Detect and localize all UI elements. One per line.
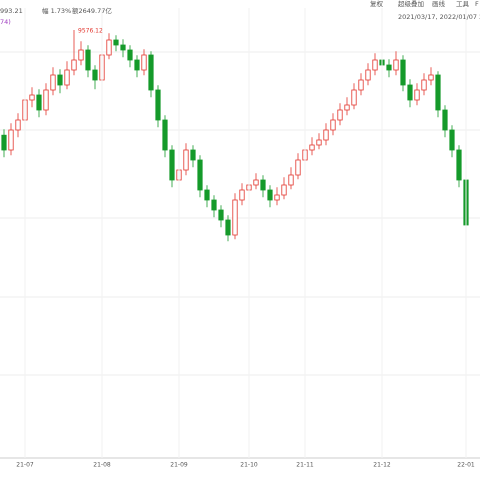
candle-body xyxy=(169,149,175,181)
candle-body xyxy=(239,189,245,201)
candle-body xyxy=(260,179,266,191)
candle-body xyxy=(393,59,399,71)
candle-body xyxy=(113,39,119,46)
menu-item[interactable]: 画线 xyxy=(432,0,446,8)
candle-body xyxy=(57,74,63,86)
candle-body xyxy=(29,94,35,101)
x-tick-label: 21-10 xyxy=(240,462,258,469)
candle-body xyxy=(1,134,7,151)
candle-body xyxy=(344,104,350,111)
candle-body xyxy=(106,39,112,56)
candle-body xyxy=(281,184,287,196)
candle-body xyxy=(407,84,413,101)
quote-change: 幅 1.73% xyxy=(42,6,71,15)
menu-item[interactable]: 复权 xyxy=(370,0,384,8)
candle-body xyxy=(309,144,315,151)
candle-body xyxy=(267,189,273,201)
date-range: 2021/03/17, 2022/01/07 20 xyxy=(398,13,480,21)
candle-body xyxy=(358,79,364,91)
x-tick-label: 21-07 xyxy=(16,462,34,469)
candle-body xyxy=(274,194,280,201)
candle-body xyxy=(435,74,441,111)
grid xyxy=(0,51,480,459)
candle-body xyxy=(43,89,49,111)
candle-body xyxy=(372,59,378,71)
candle-body xyxy=(449,129,455,151)
candle-body xyxy=(64,69,70,86)
candle-body xyxy=(190,149,196,161)
x-tick-label: 22-01 xyxy=(457,462,475,469)
candle-body xyxy=(428,74,434,81)
candle-body xyxy=(365,69,371,81)
candle-body xyxy=(225,219,231,236)
candle-body xyxy=(155,89,161,121)
candle-body xyxy=(141,54,147,71)
x-tick-label: 21-09 xyxy=(170,462,188,469)
candle-body xyxy=(183,149,189,171)
x-tick-label: 21-12 xyxy=(373,462,391,469)
candle-body xyxy=(197,159,203,191)
quote-amount: 额2649.77亿 xyxy=(72,6,112,15)
candle-body xyxy=(92,69,98,81)
candle-body xyxy=(120,44,126,51)
candle-body xyxy=(127,49,133,61)
candle-body xyxy=(218,209,224,221)
candle-body xyxy=(15,119,21,131)
candle-body xyxy=(134,59,140,71)
candle-body xyxy=(148,54,154,91)
candle-body xyxy=(253,179,259,186)
x-tick-label: 21-08 xyxy=(93,462,111,469)
candle-body xyxy=(351,89,357,106)
quote-price: 993.21 xyxy=(0,7,23,15)
candle-body xyxy=(288,174,294,186)
menu-item[interactable]: F xyxy=(475,0,479,8)
candle-body xyxy=(85,49,91,71)
candle-body xyxy=(323,129,329,141)
high-annotation: 9576.12 xyxy=(78,27,103,34)
menu-item[interactable]: 超级叠加 xyxy=(398,0,424,8)
candle-body xyxy=(330,119,336,131)
ma-label: 74) xyxy=(0,18,11,26)
candle-body xyxy=(36,94,42,111)
candle-body xyxy=(414,89,420,101)
candle-body xyxy=(386,64,392,71)
candle-body xyxy=(295,159,301,176)
candle-body xyxy=(162,119,168,151)
candle-body xyxy=(456,149,462,181)
candle-body xyxy=(71,59,77,71)
candle-body xyxy=(400,59,406,86)
candle-body xyxy=(211,199,217,211)
menu-item[interactable]: 工具 xyxy=(456,0,470,8)
candle-body xyxy=(337,109,343,121)
candle-body xyxy=(421,79,427,91)
candle-body xyxy=(78,49,84,61)
candle-body xyxy=(232,199,238,236)
candle-body xyxy=(442,109,448,131)
x-tick-label: 21-11 xyxy=(296,462,314,469)
candle-body xyxy=(50,74,56,91)
candle-body xyxy=(316,139,322,146)
candle-body xyxy=(204,189,210,201)
candle-body xyxy=(8,129,14,151)
